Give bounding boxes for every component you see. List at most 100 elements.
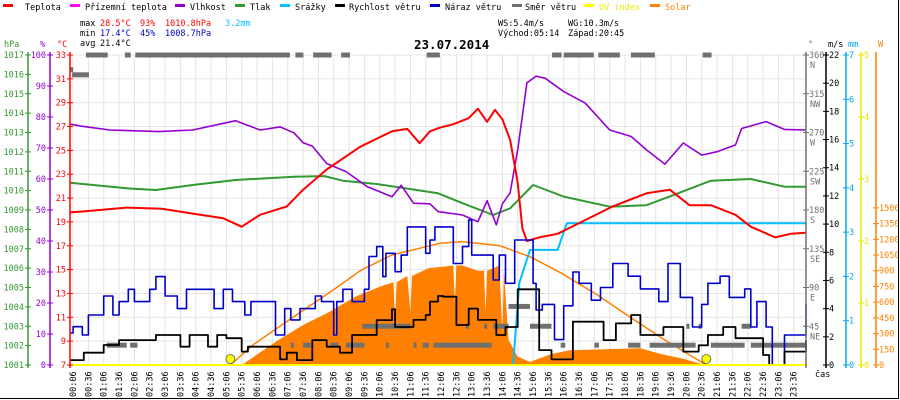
x-tick-label: 07:36 [299,371,309,397]
axis-unit-wind: m/s [828,40,843,50]
x-tick-label: 01:36 [115,371,125,397]
axis-tick-label-solar: 1500 [879,204,899,214]
axis-tick-label-pressure: 1012 [4,148,24,158]
axis-tick-label-direction: 180 [809,206,824,216]
wind-direction-mark [630,52,655,58]
wind-direction-mark [426,52,440,58]
axis-tick-label-direction: 135 [809,245,824,255]
axis-tick-label-direction: 315 [809,90,824,100]
legend-label: Náraz větru [445,3,502,13]
wind-direction-mark [686,323,690,329]
legend-label: Přízemní teplota [85,3,167,13]
legend-swatch-vlhkost [175,4,185,7]
stat-sunset: Západ:20:45 [568,29,625,39]
wind-direction-mark [313,52,332,58]
axis-tick-label-temperature: 11 [56,313,66,323]
axis-tick-label-pressure: 1011 [4,167,24,177]
axis-tick-label-temperature: 29 [56,99,66,109]
compass-label: NE [810,332,820,342]
series-teplota-line [69,107,807,242]
x-tick-label: 16:36 [575,371,585,397]
x-tick-label: 21:36 [728,371,738,397]
x-tick-label: 05:36 [238,371,248,397]
stat-max-label: max [80,19,96,29]
x-tick-label: 20:06 [682,371,692,397]
axis-tick-label-solar: 1050 [879,251,899,261]
legend-swatch-smer [512,4,522,7]
series-n-raz-v-tru-line [70,219,807,366]
axis-tick-label-temperature: 7 [61,361,66,371]
axis-tick-label-wind: 14 [829,164,839,174]
wind-direction-mark [130,342,138,348]
compass-label: E [810,294,815,304]
axis-tick-label-humidity: 40 [36,237,46,247]
x-tick-label: 22:36 [759,371,769,397]
x-tick-label: 17:36 [606,371,616,397]
wind-direction-mark [341,52,350,58]
series-solar-area [241,265,705,365]
x-tick-label: 04:36 [207,371,217,397]
axis-tick-label-humidity: 0 [41,361,46,371]
x-tick-label: 08:06 [314,371,324,397]
axis-unit-temperature: °C [57,40,67,50]
axis-tick-label-rain: 4 [849,184,854,194]
x-tick-label: 09:06 [345,371,355,397]
x-tick-label: 03:36 [176,371,186,397]
sunset-marker-icon [701,354,712,364]
wind-direction-mark [295,52,304,58]
stat-max-pressure: 1010.8hPa [165,19,212,29]
wind-direction-mark [330,342,339,348]
axis-tick-label-uv: 4 [864,113,869,123]
legend-swatch-uv [584,4,594,7]
axis-tick-label-rain: 1 [849,317,854,327]
axis-tick-label-solar: 1200 [879,235,899,245]
axis-tick-label-solar: 750 [879,282,894,292]
wind-direction-mark [508,303,530,309]
x-tick-label: 02:06 [130,371,140,397]
compass-label: S [810,216,815,226]
axis-tick-label-humidity: 80 [36,113,46,123]
axis-tick-label-temperature: 13 [56,289,66,299]
x-axis-label: čas [815,369,830,380]
compass-label: SW [810,177,821,187]
stat-avg-temp: 21.4°C [100,39,131,49]
axis-tick-label-pressure: 1005 [4,284,24,294]
wind-direction-mark [422,342,429,348]
axis-tick-label-wind: 6 [829,276,834,286]
stat-min-label: min [80,29,96,39]
axis-tick-label-pressure: 1010 [4,187,24,197]
x-tick-label: 14:06 [498,371,508,397]
axis-tick-label-rain: 5 [849,140,854,150]
axis-tick-label-wind: 4 [829,305,834,315]
axis-tick-label-pressure: 1013 [4,129,24,139]
series-tlak-line [69,175,806,216]
axis-tick-label-rain: 6 [849,95,854,105]
legend-swatch-naraz [430,4,440,7]
axis-tick-label-pressure: 1001 [4,361,24,371]
stat-rain: 3.2mm [225,19,251,29]
axis-tick-label-humidity: 90 [36,82,46,92]
axis-tick-label-wind: 18 [829,107,839,117]
axis-tick-label-rain: 2 [849,272,854,282]
wind-direction-mark [413,342,417,348]
wind-direction-mark [594,342,599,348]
axis-unit-humidity: % [40,40,45,50]
axis-tick-label-direction: 360 [809,51,824,61]
x-tick-label: 18:06 [621,371,631,397]
axis-tick-label-wind: 16 [829,136,839,146]
legend-label: Teplota [25,3,61,13]
x-tick-label: 19:06 [652,371,662,397]
axis-tick-label-direction: 270 [809,129,824,139]
axis-tick-label-temperature: 31 [56,75,66,85]
wind-direction-mark [72,72,90,78]
x-tick-label: 14:36 [514,371,524,397]
x-tick-label: 21:06 [713,371,723,397]
wind-direction-mark [385,342,389,348]
wind-direction-mark [346,342,365,348]
axis-tick-label-humidity: 60 [36,175,46,185]
axis-tick-label-humidity: 70 [36,144,46,154]
wind-direction-mark [493,323,509,329]
wind-direction-mark [433,342,492,348]
